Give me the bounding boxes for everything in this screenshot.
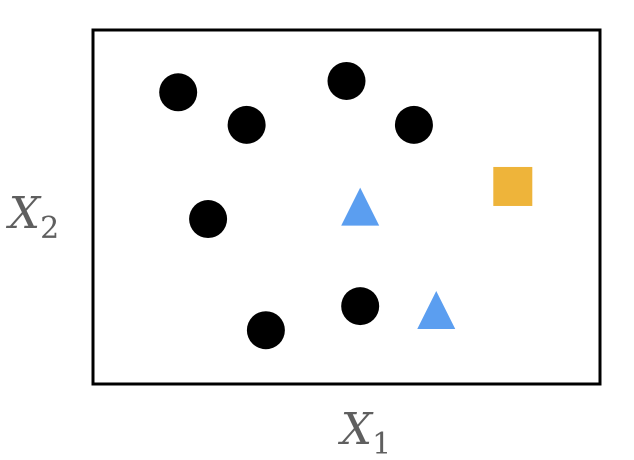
circle-point-5 [189, 200, 228, 239]
x-axis-label: X1 [338, 404, 391, 460]
x-axis-label-base: X [338, 404, 374, 455]
y-axis-label: X2 [6, 188, 59, 246]
triangle-point-1 [341, 187, 380, 226]
y-axis-label-base: X [6, 188, 42, 239]
circle-point-6 [341, 287, 380, 326]
x-axis-label-sub: 1 [372, 427, 391, 460]
circle-point-1 [159, 73, 198, 112]
y-axis-label-sub: 2 [40, 211, 59, 246]
circle-point-3 [327, 61, 366, 100]
plot-frame [91, 28, 602, 386]
circle-point-7 [246, 311, 285, 350]
data-points [159, 61, 533, 350]
square-point-1 [493, 166, 533, 206]
circle-point-2 [227, 105, 266, 144]
circle-point-4 [394, 105, 433, 144]
triangle-point-2 [417, 291, 456, 330]
